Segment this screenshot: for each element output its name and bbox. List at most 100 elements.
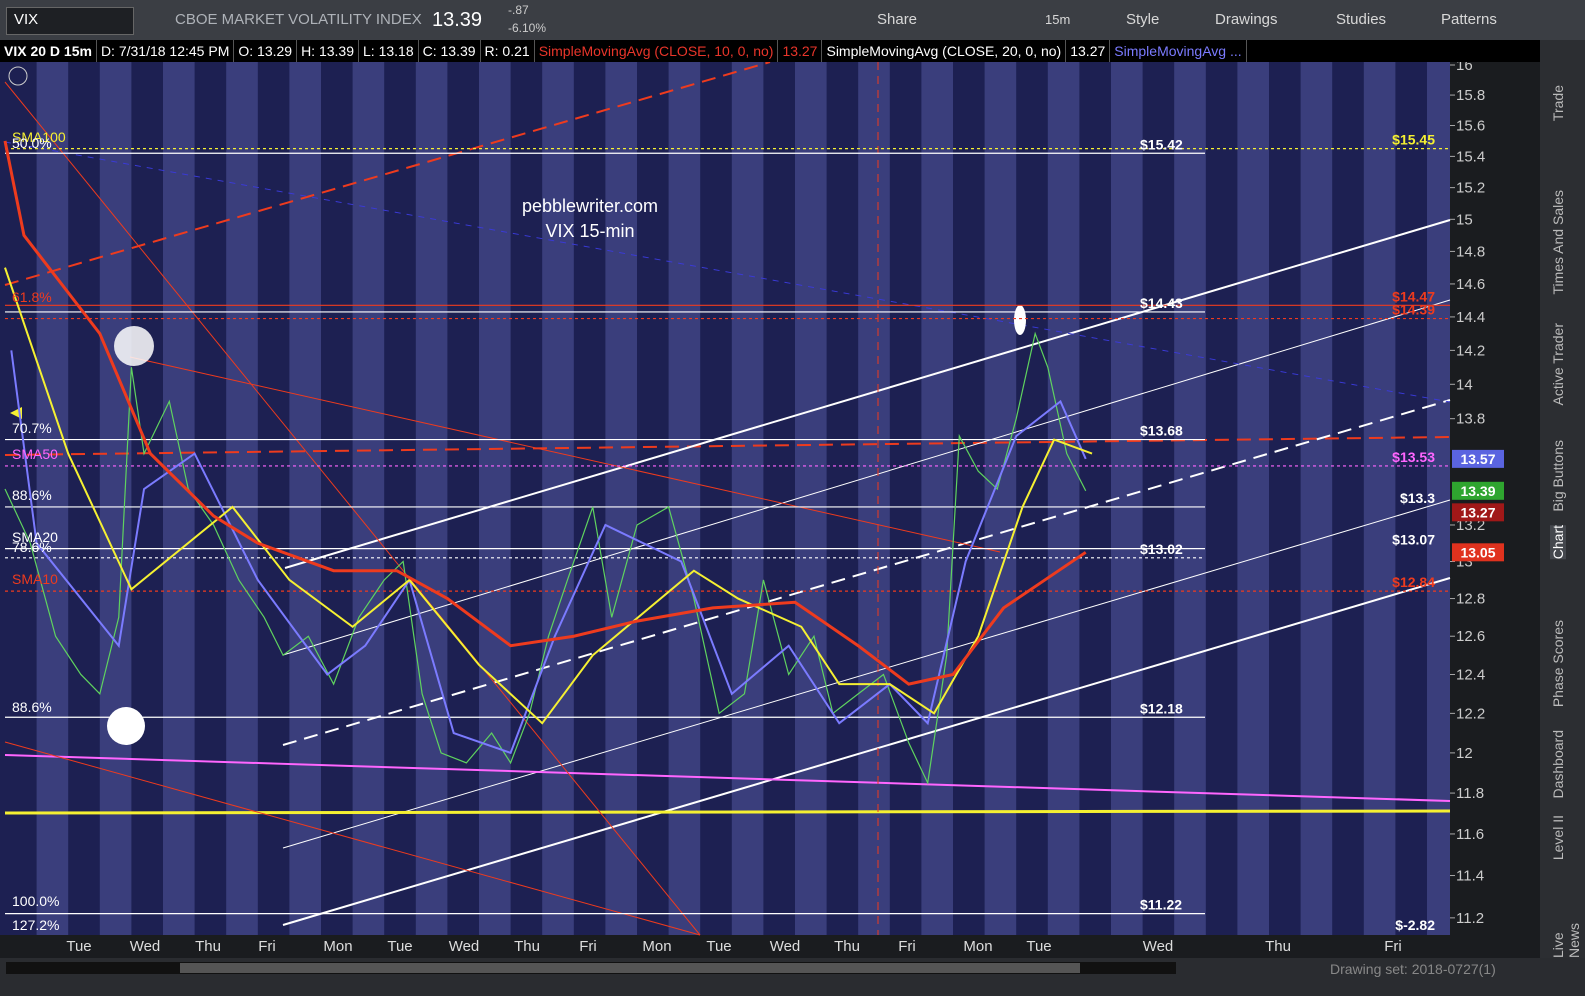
patterns-button[interactable]: Patterns — [1441, 11, 1497, 28]
session-stripe — [1047, 62, 1080, 935]
level-label: $14.43 — [1140, 295, 1183, 311]
side-tab[interactable]: Active Trader — [1550, 323, 1566, 406]
x-tick-label: Wed — [130, 938, 161, 955]
level-label: $12.84 — [1392, 574, 1435, 590]
y-tick-label: 15.4 — [1456, 148, 1485, 165]
session-stripe — [921, 62, 953, 935]
scroll-thumb[interactable] — [180, 963, 1080, 973]
fib-label: SMA10 — [12, 571, 58, 587]
fib-label: 70.7% — [12, 420, 52, 436]
x-tick-label: Tue — [706, 938, 731, 955]
level-label: $-2.82 — [1395, 917, 1435, 933]
x-tick-label: Wed — [449, 938, 480, 955]
side-tab[interactable]: Big Buttons — [1550, 440, 1566, 512]
description: CBOE MARKET VOLATILITY INDEX — [175, 11, 422, 28]
fib-label: 88.6% — [12, 699, 52, 715]
status-item: L: 13.18 — [359, 40, 419, 62]
y-tick-label: 16 — [1456, 62, 1473, 74]
x-tick-label: Tue — [1026, 938, 1051, 955]
drawings — [4, 62, 1451, 936]
x-tick-label: Tue — [66, 938, 91, 955]
watermark: pebblewriter.com — [522, 196, 658, 216]
side-tab[interactable]: Trade — [1550, 85, 1566, 122]
y-tick-label: 12.8 — [1456, 591, 1485, 608]
status-item: C: 13.39 — [419, 40, 481, 62]
chart: $15.42 $15.45 $14.43 $14.47$14.39 $13.68 $13.… — [0, 62, 1540, 958]
change-pct: -6.10% — [508, 21, 547, 35]
y-tick-label: 14 — [1456, 376, 1473, 393]
status-item: O: 13.29 — [234, 40, 298, 62]
session-stripe — [668, 62, 701, 935]
x-tick-label: Mon — [963, 938, 992, 955]
y-tick-label: 12 — [1456, 745, 1473, 762]
watermark: VIX 15-min — [545, 221, 634, 241]
style-button[interactable]: Style — [1126, 11, 1160, 28]
y-tick-label: 12.4 — [1456, 666, 1485, 683]
session-stripe — [352, 62, 385, 935]
side-tab[interactable]: Phase Scores — [1550, 620, 1566, 708]
x-tick-label: Tue — [387, 938, 412, 955]
x-tick-label: Thu — [1265, 938, 1291, 955]
last-price: 13.39 — [432, 9, 483, 31]
level-label: $15.45 — [1392, 132, 1435, 148]
side-tab[interactable]: Live News — [1550, 922, 1582, 958]
study-value: 13.27 — [778, 40, 823, 62]
x-tick-label: Thu — [195, 938, 221, 955]
session-stripe — [289, 62, 321, 935]
session-stripe — [1237, 62, 1269, 935]
y-tick-label: 12.2 — [1456, 705, 1485, 722]
study-name: SimpleMovingAvg ... — [1110, 40, 1247, 62]
session-stripe — [163, 62, 195, 935]
study-value: 13.27 — [1066, 40, 1111, 62]
x-axis-bg — [0, 935, 1450, 958]
y-tick-label: 12.6 — [1456, 628, 1485, 645]
fib-label: 100.0% — [12, 893, 59, 909]
status-item: VIX 20 D 15m — [0, 40, 97, 62]
symbol[interactable]: VIX — [14, 11, 39, 28]
side-tab[interactable]: Times And Sales — [1550, 190, 1566, 295]
moving-average — [3, 140, 1087, 686]
price-badge — [1452, 503, 1504, 522]
fib-label: 61.8% — [12, 289, 52, 305]
studies-button[interactable]: Studies — [1336, 11, 1387, 28]
symbol-box[interactable] — [6, 7, 134, 35]
level-label: $14.39 — [1392, 302, 1435, 318]
x-tick-label: Mon — [642, 938, 671, 955]
y-tick-label: 14.2 — [1456, 342, 1485, 359]
session-stripe — [858, 62, 890, 935]
price-badge-label: 13.39 — [1460, 483, 1495, 499]
price-badge — [1452, 481, 1504, 500]
footer: Drawing set: 2018-0727(1) — [0, 958, 1585, 996]
y-tick-label: 11.2 — [1456, 910, 1484, 927]
share-button[interactable]: Share — [877, 11, 918, 28]
x-tick-label: Fri — [258, 938, 276, 955]
level-label: $13.53 — [1392, 449, 1435, 465]
y-tick-label: 14.6 — [1456, 276, 1485, 293]
fib-label: 88.6% — [12, 487, 52, 503]
fib-label: SMA50 — [12, 446, 58, 462]
y-tick-label: 13.8 — [1456, 411, 1485, 428]
fib-label: 50.0% — [12, 135, 52, 151]
session-stripe — [99, 62, 132, 935]
y-tick-label: 11.4 — [1456, 868, 1484, 885]
session-stripe — [415, 62, 448, 935]
session-stripe — [605, 62, 637, 935]
level-label: $13.02 — [1140, 541, 1183, 557]
y-tick-label: 15 — [1456, 211, 1473, 228]
status-line: VIX 20 D 15m D: 7/31/18 12:45 PM O: 13.2… — [0, 40, 1540, 62]
side-tab[interactable]: Level II — [1550, 815, 1566, 861]
x-tick-label: Thu — [834, 938, 860, 955]
drawing-set[interactable]: Drawing set: 2018-0727(1) — [1330, 961, 1496, 977]
fib-label: SMA100 — [12, 129, 66, 145]
timeframe-button[interactable]: 15m — [1045, 12, 1071, 27]
price-badge — [1452, 543, 1504, 562]
status-item: R: 0.21 — [481, 40, 535, 62]
y-tick-label: 11.6 — [1456, 826, 1484, 843]
side-tab[interactable]: Chart — [1550, 525, 1566, 560]
side-tab[interactable]: Dashboard — [1550, 730, 1566, 799]
session-stripe — [984, 62, 1017, 935]
toolbar: VIX CBOE MARKET VOLATILITY INDEX 13.39 -… — [0, 0, 1585, 40]
drawings-button[interactable]: Drawings — [1215, 11, 1278, 28]
y-tick-label: 14.8 — [1456, 243, 1485, 260]
